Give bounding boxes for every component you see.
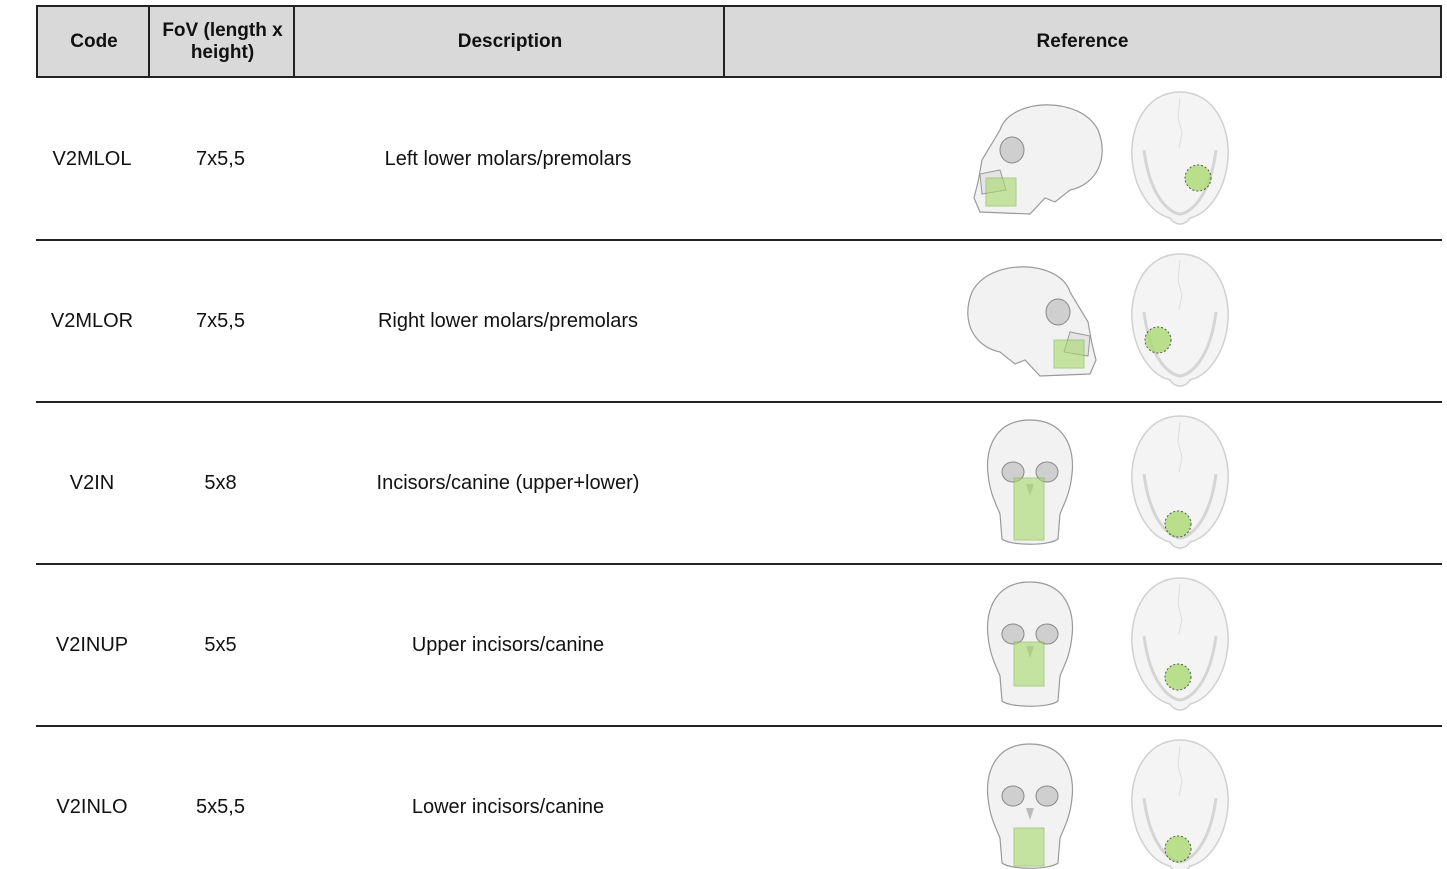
fov-highlight (1164, 663, 1192, 691)
shape (1013, 641, 1045, 687)
skull-outline (1131, 739, 1229, 869)
shape (1035, 785, 1059, 807)
table-cell: V2MLOL (52, 147, 132, 170)
header-cell: Reference (723, 5, 1442, 78)
header-cell: Description (293, 5, 725, 78)
shape (1026, 808, 1034, 820)
skull-front (986, 743, 1074, 869)
table-cell: Lower incisors/canine (411, 795, 605, 818)
suture (1177, 583, 1183, 635)
table-cell: V2MLOR (50, 309, 134, 332)
table-cell: 5x8 (204, 471, 237, 494)
shape (1053, 339, 1085, 369)
suture (1177, 745, 1183, 797)
table-cell: V2INUP (55, 633, 129, 656)
fov-highlight (1164, 835, 1192, 863)
table-cell: 5x5 (204, 633, 237, 656)
skull-top-view (1131, 415, 1229, 549)
fov-highlight (1164, 510, 1192, 538)
shape (1013, 477, 1045, 541)
table-cell: Left lower molars/premolars (384, 147, 632, 170)
suture (1177, 421, 1183, 473)
table-cell: Upper incisors/canine (411, 633, 605, 656)
header-cell: FoV (length x height) (148, 5, 295, 78)
shape (1001, 785, 1025, 807)
skull-illustration (967, 266, 1097, 377)
skull-side (967, 266, 1097, 377)
shape (985, 177, 1017, 207)
skull-side (973, 104, 1103, 215)
table-cell: 7x5,5 (196, 309, 245, 332)
shape (999, 136, 1025, 164)
row-separator (36, 563, 1442, 565)
skull-top-view (1131, 577, 1229, 711)
fov-highlight (1184, 164, 1212, 192)
table-cell: Right lower molars/premolars (377, 309, 639, 332)
shape (1001, 461, 1025, 483)
shape (1013, 827, 1045, 867)
jaw-outline (1142, 473, 1218, 540)
skull-top-view (1131, 253, 1229, 387)
fov-highlight (1144, 326, 1172, 354)
suture (1177, 259, 1183, 311)
skull-front (986, 419, 1074, 545)
skull-front (986, 581, 1074, 707)
row-separator (36, 239, 1442, 241)
shape (1035, 461, 1059, 483)
shape (1045, 298, 1071, 326)
table-cell: V2INLO (56, 795, 128, 818)
skull-illustration (986, 419, 1074, 545)
skull-top-view (1131, 91, 1229, 225)
header-cell: Code (36, 5, 150, 78)
skull-illustration (986, 743, 1074, 869)
table-cell: V2IN (69, 471, 115, 494)
suture (1177, 97, 1183, 149)
shape (1001, 623, 1025, 645)
jaw-outline (1142, 635, 1218, 702)
row-separator (36, 401, 1442, 403)
shape (1035, 623, 1059, 645)
jaw-outline (1142, 797, 1218, 864)
row-separator (36, 725, 1442, 727)
shape (986, 743, 1074, 869)
table-cell: 7x5,5 (196, 147, 245, 170)
skull-illustration (986, 581, 1074, 707)
table-cell: 5x5,5 (196, 795, 245, 818)
skull-illustration (973, 104, 1103, 215)
skull-top-view (1131, 739, 1229, 869)
table-cell: Incisors/canine (upper+lower) (376, 471, 640, 494)
